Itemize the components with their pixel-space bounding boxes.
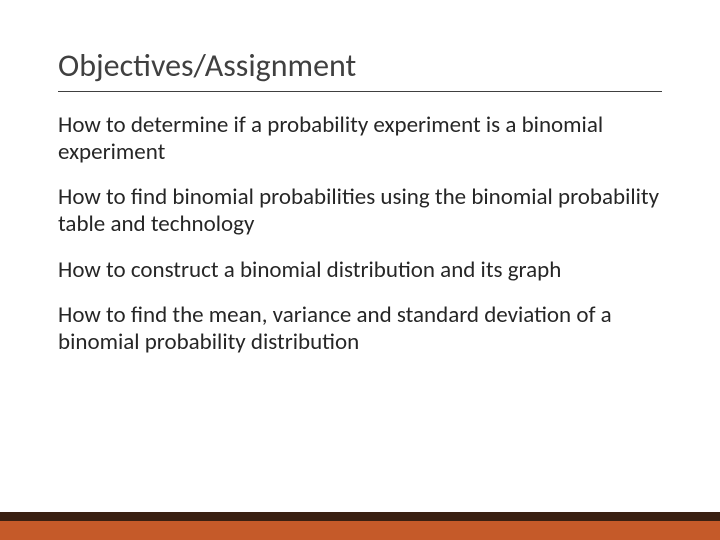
list-item: How to construct a binomial distribution… <box>58 257 662 284</box>
objectives-list: How to determine if a probability experi… <box>58 112 662 356</box>
list-item: How to find binomial probabilities using… <box>58 184 662 238</box>
list-item: How to find the mean, variance and stand… <box>58 302 662 356</box>
footer-stripe-top <box>0 512 720 521</box>
slide-title: Objectives/Assignment <box>58 46 662 92</box>
footer-decoration <box>0 512 720 540</box>
footer-stripe-bottom <box>0 521 720 540</box>
list-item: How to determine if a probability experi… <box>58 112 662 166</box>
slide-container: Objectives/Assignment How to determine i… <box>0 0 720 540</box>
